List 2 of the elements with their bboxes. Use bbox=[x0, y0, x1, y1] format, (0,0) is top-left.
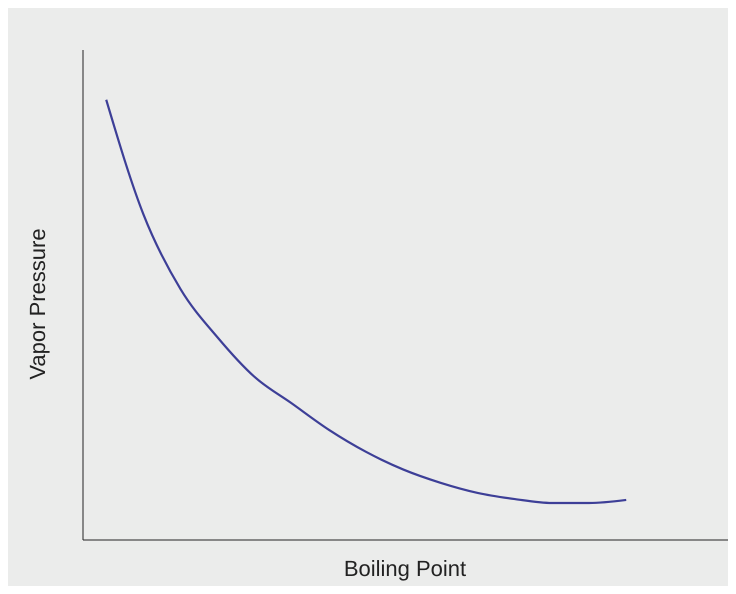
y-axis-title: Vapor Pressure bbox=[25, 228, 51, 380]
x-axis-title: Boiling Point bbox=[342, 556, 468, 582]
